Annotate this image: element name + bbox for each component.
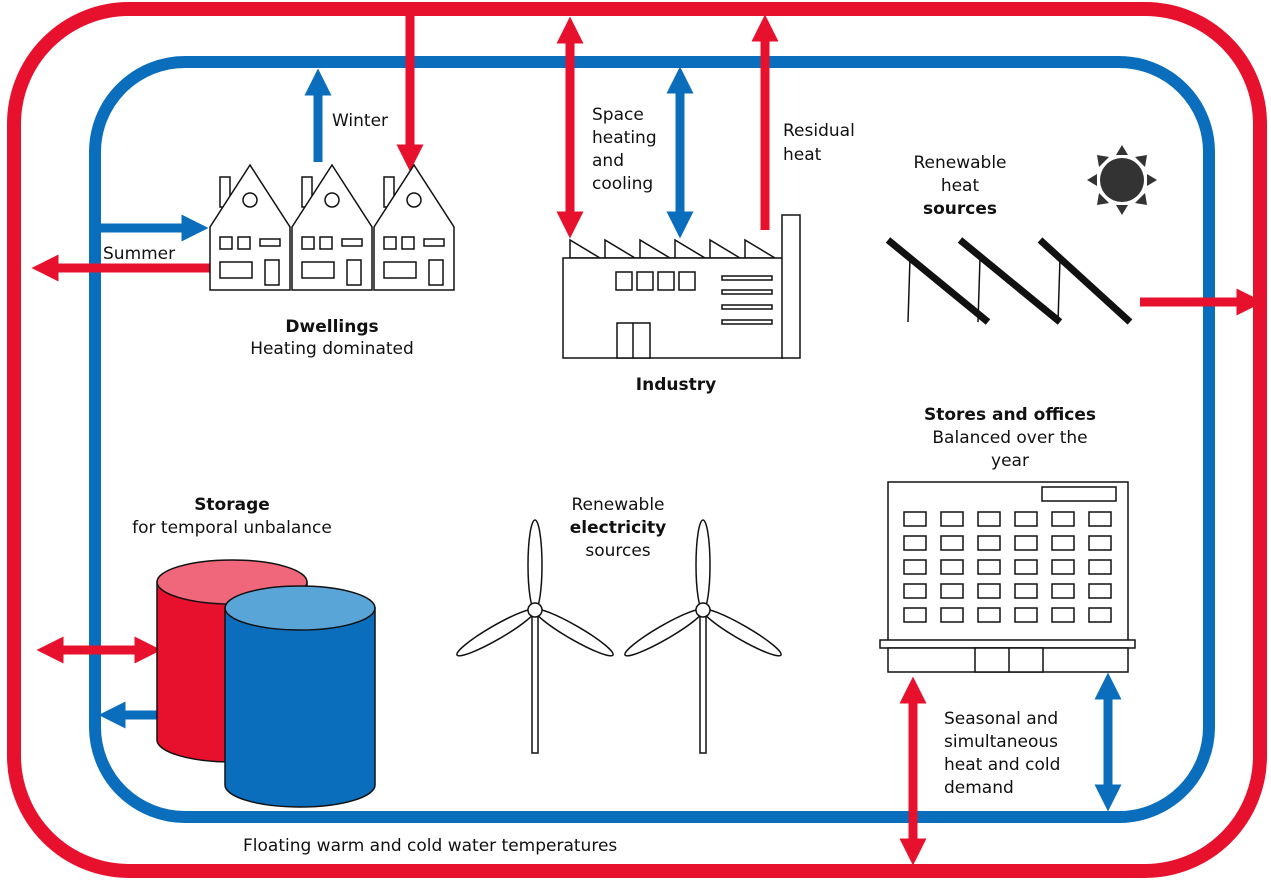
window — [978, 608, 1000, 622]
label-title: Storage — [194, 495, 270, 515]
window — [941, 536, 963, 550]
window — [1089, 608, 1111, 622]
office-icon — [880, 482, 1135, 672]
window — [1015, 512, 1037, 526]
label-title: electricity — [570, 518, 666, 538]
label: heat — [783, 145, 822, 165]
storage-icon — [157, 560, 375, 807]
label: for temporal unbalance — [132, 518, 332, 538]
label: Winter — [332, 111, 388, 131]
label: heat and cold — [944, 755, 1060, 775]
label: Balanced over the — [932, 428, 1087, 448]
solar-icon — [888, 240, 1130, 322]
window — [1089, 536, 1111, 550]
window — [1015, 536, 1037, 550]
label: heating — [592, 128, 657, 148]
label: Space — [592, 105, 644, 125]
label: demand — [944, 778, 1014, 798]
label: year — [991, 451, 1029, 471]
label-title: sources — [923, 199, 997, 219]
window — [904, 608, 926, 622]
label: simultaneous — [944, 732, 1058, 752]
label-title: Stores and offices — [924, 405, 1096, 425]
window — [978, 560, 1000, 574]
window — [904, 536, 926, 550]
diagram: Winter Summer Dwellings Heating dominate… — [0, 0, 1271, 880]
dwellings-icon — [210, 165, 454, 290]
window — [978, 536, 1000, 550]
window — [1052, 584, 1074, 598]
window — [904, 584, 926, 598]
window — [978, 512, 1000, 526]
label: Summer — [103, 244, 175, 264]
window — [1052, 608, 1074, 622]
window — [1052, 536, 1074, 550]
label: Residual — [783, 121, 855, 141]
window — [941, 608, 963, 622]
caption: Floating warm and cold water temperature… — [243, 836, 617, 856]
window — [904, 512, 926, 526]
window — [1015, 608, 1037, 622]
window — [941, 584, 963, 598]
window — [1015, 584, 1037, 598]
label: Renewable — [571, 495, 664, 515]
label: heat — [941, 176, 980, 196]
label: Heating dominated — [250, 339, 414, 359]
label: Seasonal and — [944, 709, 1058, 729]
window — [1015, 560, 1037, 574]
industry-icon — [563, 215, 800, 358]
window — [1052, 512, 1074, 526]
label: and — [592, 151, 624, 171]
label: Renewable — [913, 153, 1006, 173]
window — [1089, 560, 1111, 574]
window — [1089, 584, 1111, 598]
sun-icon — [1087, 145, 1157, 215]
window — [1089, 512, 1111, 526]
label-title: Dwellings — [285, 317, 378, 337]
window — [1052, 560, 1074, 574]
window — [904, 560, 926, 574]
label-title: Industry — [636, 375, 716, 395]
label: cooling — [592, 174, 653, 194]
label: sources — [585, 541, 650, 561]
window — [941, 560, 963, 574]
window — [978, 584, 1000, 598]
window — [941, 512, 963, 526]
